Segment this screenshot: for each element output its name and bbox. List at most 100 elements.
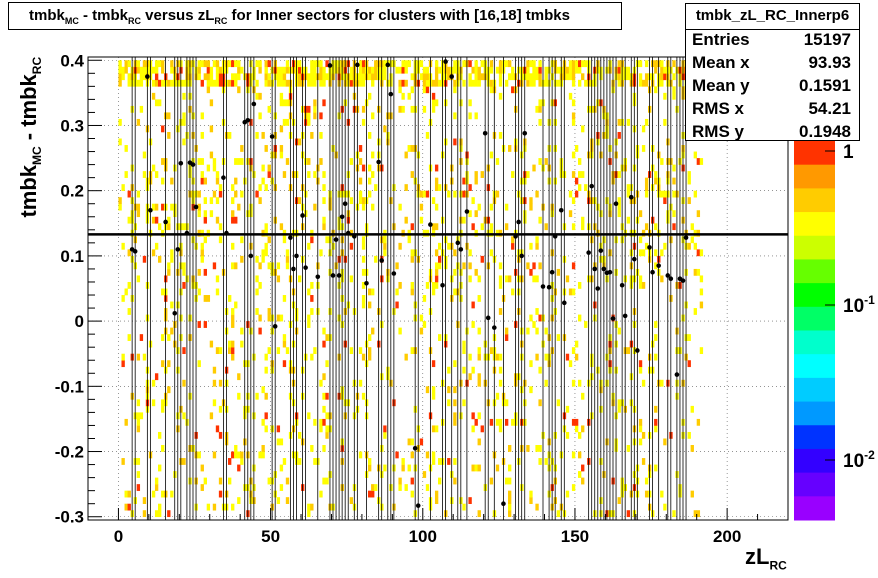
profile-point [333,237,339,242]
heatmap-cell [477,510,481,518]
heatmap-cell [468,99,472,107]
stats-value: 54.21 [808,99,851,118]
heatmap-cell [419,73,424,81]
heatmap-cell [581,60,585,68]
y-tick-label: -0.1 [55,377,84,396]
heatmap-cell [231,60,235,68]
profile-point [193,204,199,210]
heatmap-cell [462,177,466,185]
heatmap-cell [258,60,262,68]
heatmap-cell [383,66,387,74]
heatmap-cell [438,66,442,74]
heatmap-cell [325,360,329,368]
heatmap-cell [182,379,186,387]
heatmap-cell [617,171,621,178]
heatmap-cell [240,145,244,152]
heatmap-cell [696,158,701,165]
heatmap-cell [468,497,472,504]
profile-point [336,273,342,278]
heatmap-cell [264,79,268,87]
heatmap-cell [136,60,141,68]
heatmap-cell [325,425,329,433]
profile-point [345,230,351,236]
heatmap-cell [285,158,290,165]
heatmap-cell [361,105,366,113]
heatmap-cell [161,60,165,68]
profile-point [674,372,680,377]
heatmap-cell [434,164,439,172]
heatmap-cell [574,177,579,185]
heatmap-cell [383,249,387,257]
heatmap-cell [197,66,201,74]
heatmap-cell [578,431,582,439]
heatmap-cell [544,158,548,165]
heatmap-cell [401,66,405,74]
heatmap-cell [361,255,366,263]
heatmap-cell [538,366,542,374]
heatmap-cell [398,484,402,491]
heatmap-cell [498,281,503,289]
heatmap-cell [237,66,241,74]
heatmap-cell [276,66,281,74]
heatmap-cell [349,275,354,283]
heatmap-cell [118,79,122,87]
heatmap-cell [167,131,171,139]
heatmap-cell [453,66,457,74]
heatmap-cell [136,412,141,420]
heatmap-cell [422,79,427,87]
heatmap-cell [471,66,475,74]
profile-point [443,59,448,64]
heatmap-cell [200,171,204,178]
heatmap-cell [422,321,427,328]
heatmap-cell [279,151,284,159]
heatmap-cell [498,353,503,361]
heatmap-cell [215,216,220,224]
heatmap-cell [118,197,122,205]
heatmap-cell [638,275,643,283]
heatmap-cell [477,379,481,387]
heatmap-cell [425,66,430,74]
profile-point [595,286,601,291]
heatmap-cell [425,73,430,81]
heatmap-cell [313,347,317,355]
heatmap-cell [401,105,405,113]
heatmap-cell [511,66,515,74]
profile-point [589,183,594,189]
heatmap-cell [672,177,676,185]
heatmap-cell [654,321,658,328]
heatmap-cell [368,301,372,309]
heatmap-cell [374,73,378,81]
heatmap-cell [240,158,244,165]
heatmap-cell [349,66,354,74]
stats-key: Mean y [692,76,750,95]
heatmap-cell [434,99,439,107]
heatmap-cell [237,497,241,504]
heatmap-cell [468,79,472,87]
heatmap-cell [398,86,402,94]
heatmap-cell [197,203,201,211]
heatmap-cell [154,510,159,518]
heatmap-cell [383,236,387,244]
heatmap-cell [434,79,439,87]
stats-key: Entries [692,30,750,49]
heatmap-cell [264,249,268,257]
heatmap-cell [255,60,259,68]
heatmap-cell [124,418,128,426]
heatmap-cell [307,73,311,81]
heatmap-cell [136,471,141,478]
heatmap-cell [285,66,290,74]
heatmap-cell [571,66,576,74]
heatmap-cell [158,99,162,107]
heatmap-cell [654,464,658,472]
heatmap-cell [434,73,439,81]
profile-point [485,315,491,321]
heatmap-cell [258,112,262,120]
heatmap-cell [307,105,311,113]
heatmap-cell [319,79,323,87]
heatmap-cell [313,99,317,107]
heatmap-cell [151,249,156,257]
heatmap-cell [425,131,430,139]
heatmap-cell [504,79,509,87]
heatmap-cell [206,503,211,511]
profile-point [455,240,461,246]
